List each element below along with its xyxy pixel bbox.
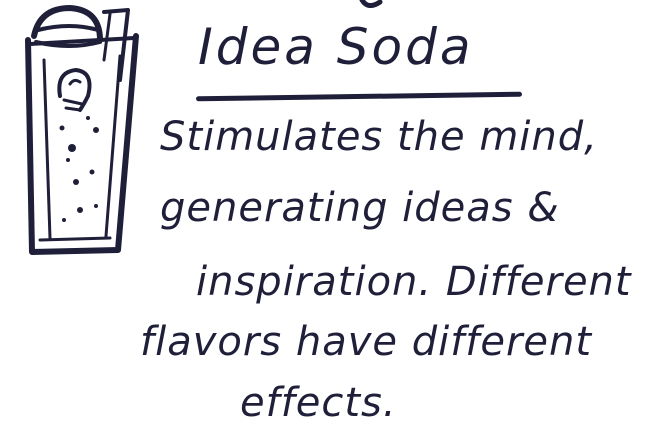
soda-foam-cap <box>31 5 103 48</box>
note-line-1: Stimulates the mind, <box>160 114 598 160</box>
top-edge-stroke <box>359 0 383 8</box>
note-title: Idea Soda <box>198 18 474 76</box>
note-line-2: generating ideas & <box>160 185 560 231</box>
note-line-4: flavors have different <box>140 319 593 365</box>
note-line-5: effects. <box>240 380 397 426</box>
lightbulb-icon <box>57 68 92 112</box>
note-line-3: inspiration. Different <box>196 259 632 305</box>
soda-bubbles <box>59 116 99 222</box>
